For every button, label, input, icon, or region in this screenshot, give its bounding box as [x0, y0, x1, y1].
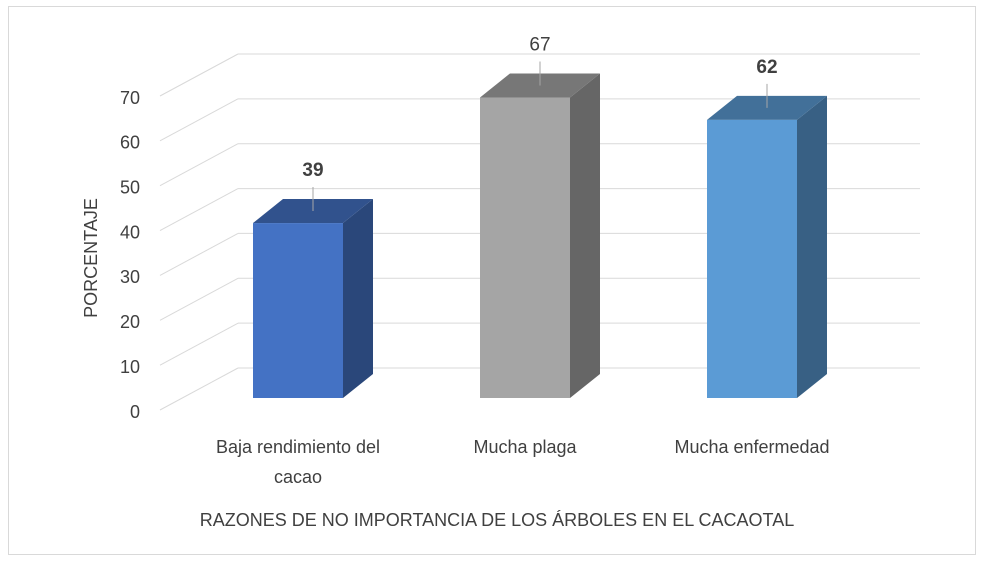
grid-line	[159, 232, 239, 276]
y-tick-label: 10	[120, 357, 140, 377]
y-tick-label: 70	[120, 88, 140, 108]
y-axis-title: PORCENTAJE	[81, 198, 101, 318]
grid-line	[159, 188, 239, 232]
y-tick-label: 50	[120, 177, 140, 197]
chart-frame	[8, 6, 976, 555]
y-tick-label: 60	[120, 133, 140, 153]
x-tick-label: Mucha plaga	[473, 437, 577, 457]
y-tick-label: 30	[120, 267, 140, 287]
y-tick-label: 20	[120, 312, 140, 332]
grid-line	[159, 277, 239, 321]
grid-line	[159, 98, 239, 142]
y-tick-label: 40	[120, 222, 140, 242]
x-tick-label: Baja rendimiento del cacao	[215, 437, 381, 487]
grid-line	[159, 53, 239, 97]
grid-line	[159, 143, 239, 187]
bar	[253, 223, 343, 398]
bar-side	[570, 73, 600, 398]
data-label: 39	[302, 160, 323, 181]
x-tick-label: Mucha enfermedad	[674, 437, 830, 457]
bar	[707, 119, 797, 398]
bar-side	[797, 95, 827, 398]
bar-side	[343, 199, 373, 398]
x-axis-title: RAZONES DE NO IMPORTANCIA DE LOS ÁRBOLES…	[200, 510, 794, 530]
y-tick-label: 0	[130, 402, 140, 422]
bar	[480, 97, 570, 398]
grid-line	[159, 322, 239, 366]
data-label: 62	[756, 57, 777, 78]
data-label: 67	[529, 34, 550, 55]
grid-line	[159, 367, 239, 411]
